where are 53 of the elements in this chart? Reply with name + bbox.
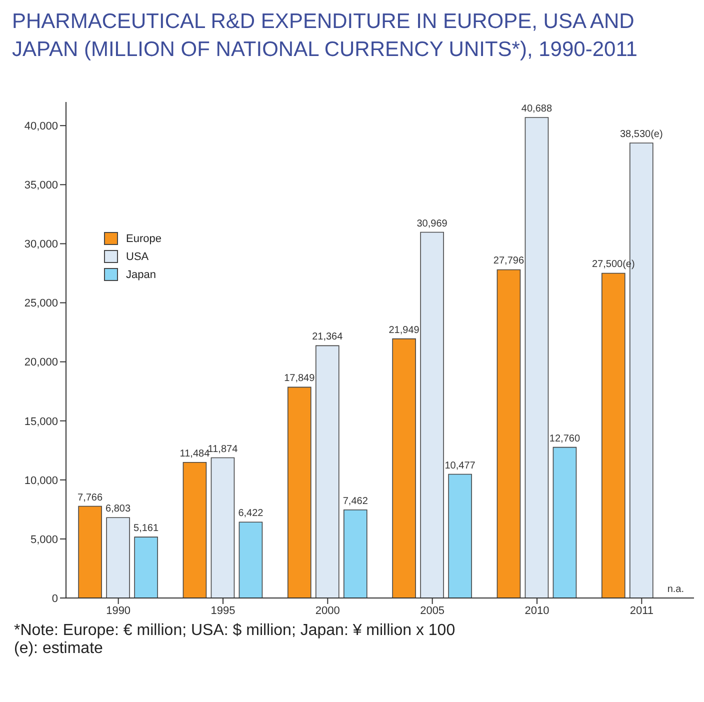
y-tick-label: 15,000 — [24, 416, 58, 428]
data-label: 6,803 — [106, 504, 132, 515]
data-label: 12,760 — [549, 433, 580, 444]
data-label: 10,477 — [444, 460, 476, 472]
data-label: 21,949 — [388, 324, 420, 336]
data-label: 30,969 — [416, 218, 448, 230]
y-tick-label: 25,000 — [24, 298, 58, 310]
bar — [343, 509, 368, 598]
data-label: 27,796 — [493, 256, 524, 267]
data-label: 40,688 — [521, 103, 552, 114]
x-tick-label: 2005 — [420, 604, 445, 617]
text: (e): estimate — [14, 640, 104, 658]
x-tick-label: 1990 — [106, 604, 131, 617]
x-tick-label: 2011 — [630, 604, 654, 617]
bar — [601, 272, 626, 598]
y-tick-label: 10,000 — [24, 474, 58, 487]
legend-label: Europe — [126, 232, 162, 244]
text: n.a. — [667, 584, 684, 595]
bar — [106, 517, 130, 598]
bar — [182, 462, 207, 598]
bar — [315, 345, 340, 598]
legend-label: USA — [126, 250, 149, 262]
y-tick-label: 30,000 — [24, 238, 58, 251]
chart-title: PHARMACEUTICAL R&D EXPENDITURE IN EUROPE, USA AND JAPAN (MILLION OF NATIONAL CURRENCY UNITS*), 1990-2011 — [12, 9, 638, 63]
y-tick-label: 5,000 — [30, 534, 58, 546]
y-tick-label: 35,000 — [24, 180, 58, 192]
data-label: 21,364 — [312, 332, 344, 343]
y-tick-label: 20,000 — [24, 356, 58, 369]
bar — [238, 522, 263, 598]
text: *Note: Europe: € million; USA: $ million; Japan: ¥ million x 100 — [14, 622, 456, 640]
bar — [496, 269, 521, 598]
legend-label: Japan — [126, 268, 156, 280]
data-label: 7,462 — [342, 496, 368, 507]
bar — [524, 117, 549, 598]
bar — [448, 474, 472, 598]
data-label: 6,422 — [238, 508, 264, 520]
bar — [134, 536, 158, 598]
data-label: 11,484 — [180, 448, 210, 460]
bar — [420, 232, 444, 598]
data-label: 17,849 — [284, 373, 316, 384]
y-tick-label: 40,000 — [24, 120, 58, 133]
bar — [210, 457, 235, 598]
y-tick-label: 0 — [52, 592, 58, 605]
data-label: 38,530(e) — [620, 128, 663, 140]
bar — [392, 338, 416, 598]
x-tick-label: 2010 — [524, 604, 550, 617]
data-label: 5,161 — [134, 523, 160, 534]
x-tick-label: 2000 — [315, 604, 340, 617]
bar — [287, 386, 312, 598]
bar — [78, 506, 102, 598]
data-label: 7,766 — [78, 492, 104, 504]
bar — [552, 446, 577, 598]
x-tick-label: 1995 — [210, 604, 236, 617]
